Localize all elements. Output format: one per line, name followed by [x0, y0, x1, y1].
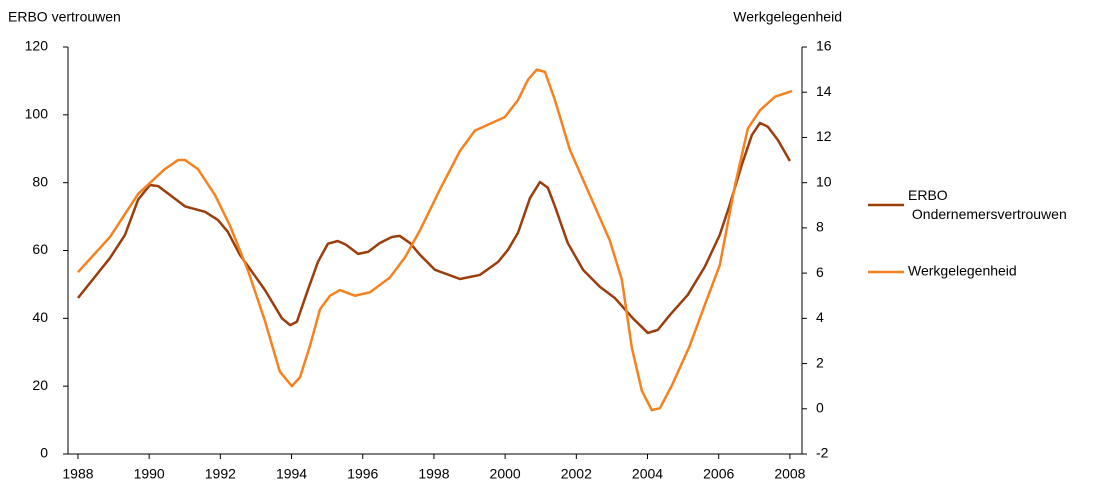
- y-tick-label: 0: [40, 445, 48, 461]
- y-tick-label: 120: [25, 38, 49, 54]
- y2-tick-label: 6: [816, 264, 824, 280]
- legend-label: Werkgelegenheid: [908, 263, 1017, 279]
- y2-tick-label: -2: [816, 445, 829, 461]
- y2-tick-label: 2: [816, 354, 824, 370]
- x-tick-label: 1994: [276, 466, 307, 482]
- y2-tick-label: 8: [816, 219, 824, 235]
- y-axis-label: ERBO vertrouwen: [8, 9, 121, 25]
- y-tick-label: 60: [32, 241, 48, 257]
- y-tick-label: 20: [32, 377, 48, 393]
- y-tick-label: 80: [32, 173, 48, 189]
- y2-tick-label: 0: [816, 399, 824, 415]
- x-tick-label: 1988: [62, 466, 93, 482]
- y-tick-label: 40: [32, 309, 48, 325]
- x-tick-label: 2004: [632, 466, 663, 482]
- x-tick-label: 1992: [205, 466, 236, 482]
- series-line: [77, 68, 793, 412]
- legend-label: ERBO Ondernemersvertrouwen: [908, 187, 1067, 222]
- x-tick-label: 1996: [347, 466, 378, 482]
- y2-tick-label: 16: [816, 38, 832, 54]
- y2-tick-label: 14: [816, 83, 832, 99]
- y2-tick-label: 12: [816, 128, 832, 144]
- x-tick-label: 2006: [703, 466, 734, 482]
- y2-axis-label: Werkgelegenheid: [733, 9, 842, 25]
- x-tick-label: 1990: [134, 466, 165, 482]
- y2-tick-label: 10: [816, 173, 832, 189]
- x-tick-label: 2000: [490, 466, 521, 482]
- x-tick-label: 1998: [418, 466, 449, 482]
- x-tick-label: 2002: [561, 466, 592, 482]
- y2-tick-label: 4: [816, 309, 824, 325]
- series-line: [76, 121, 791, 335]
- y-tick-label: 100: [25, 106, 49, 122]
- x-tick-label: 2008: [774, 466, 805, 482]
